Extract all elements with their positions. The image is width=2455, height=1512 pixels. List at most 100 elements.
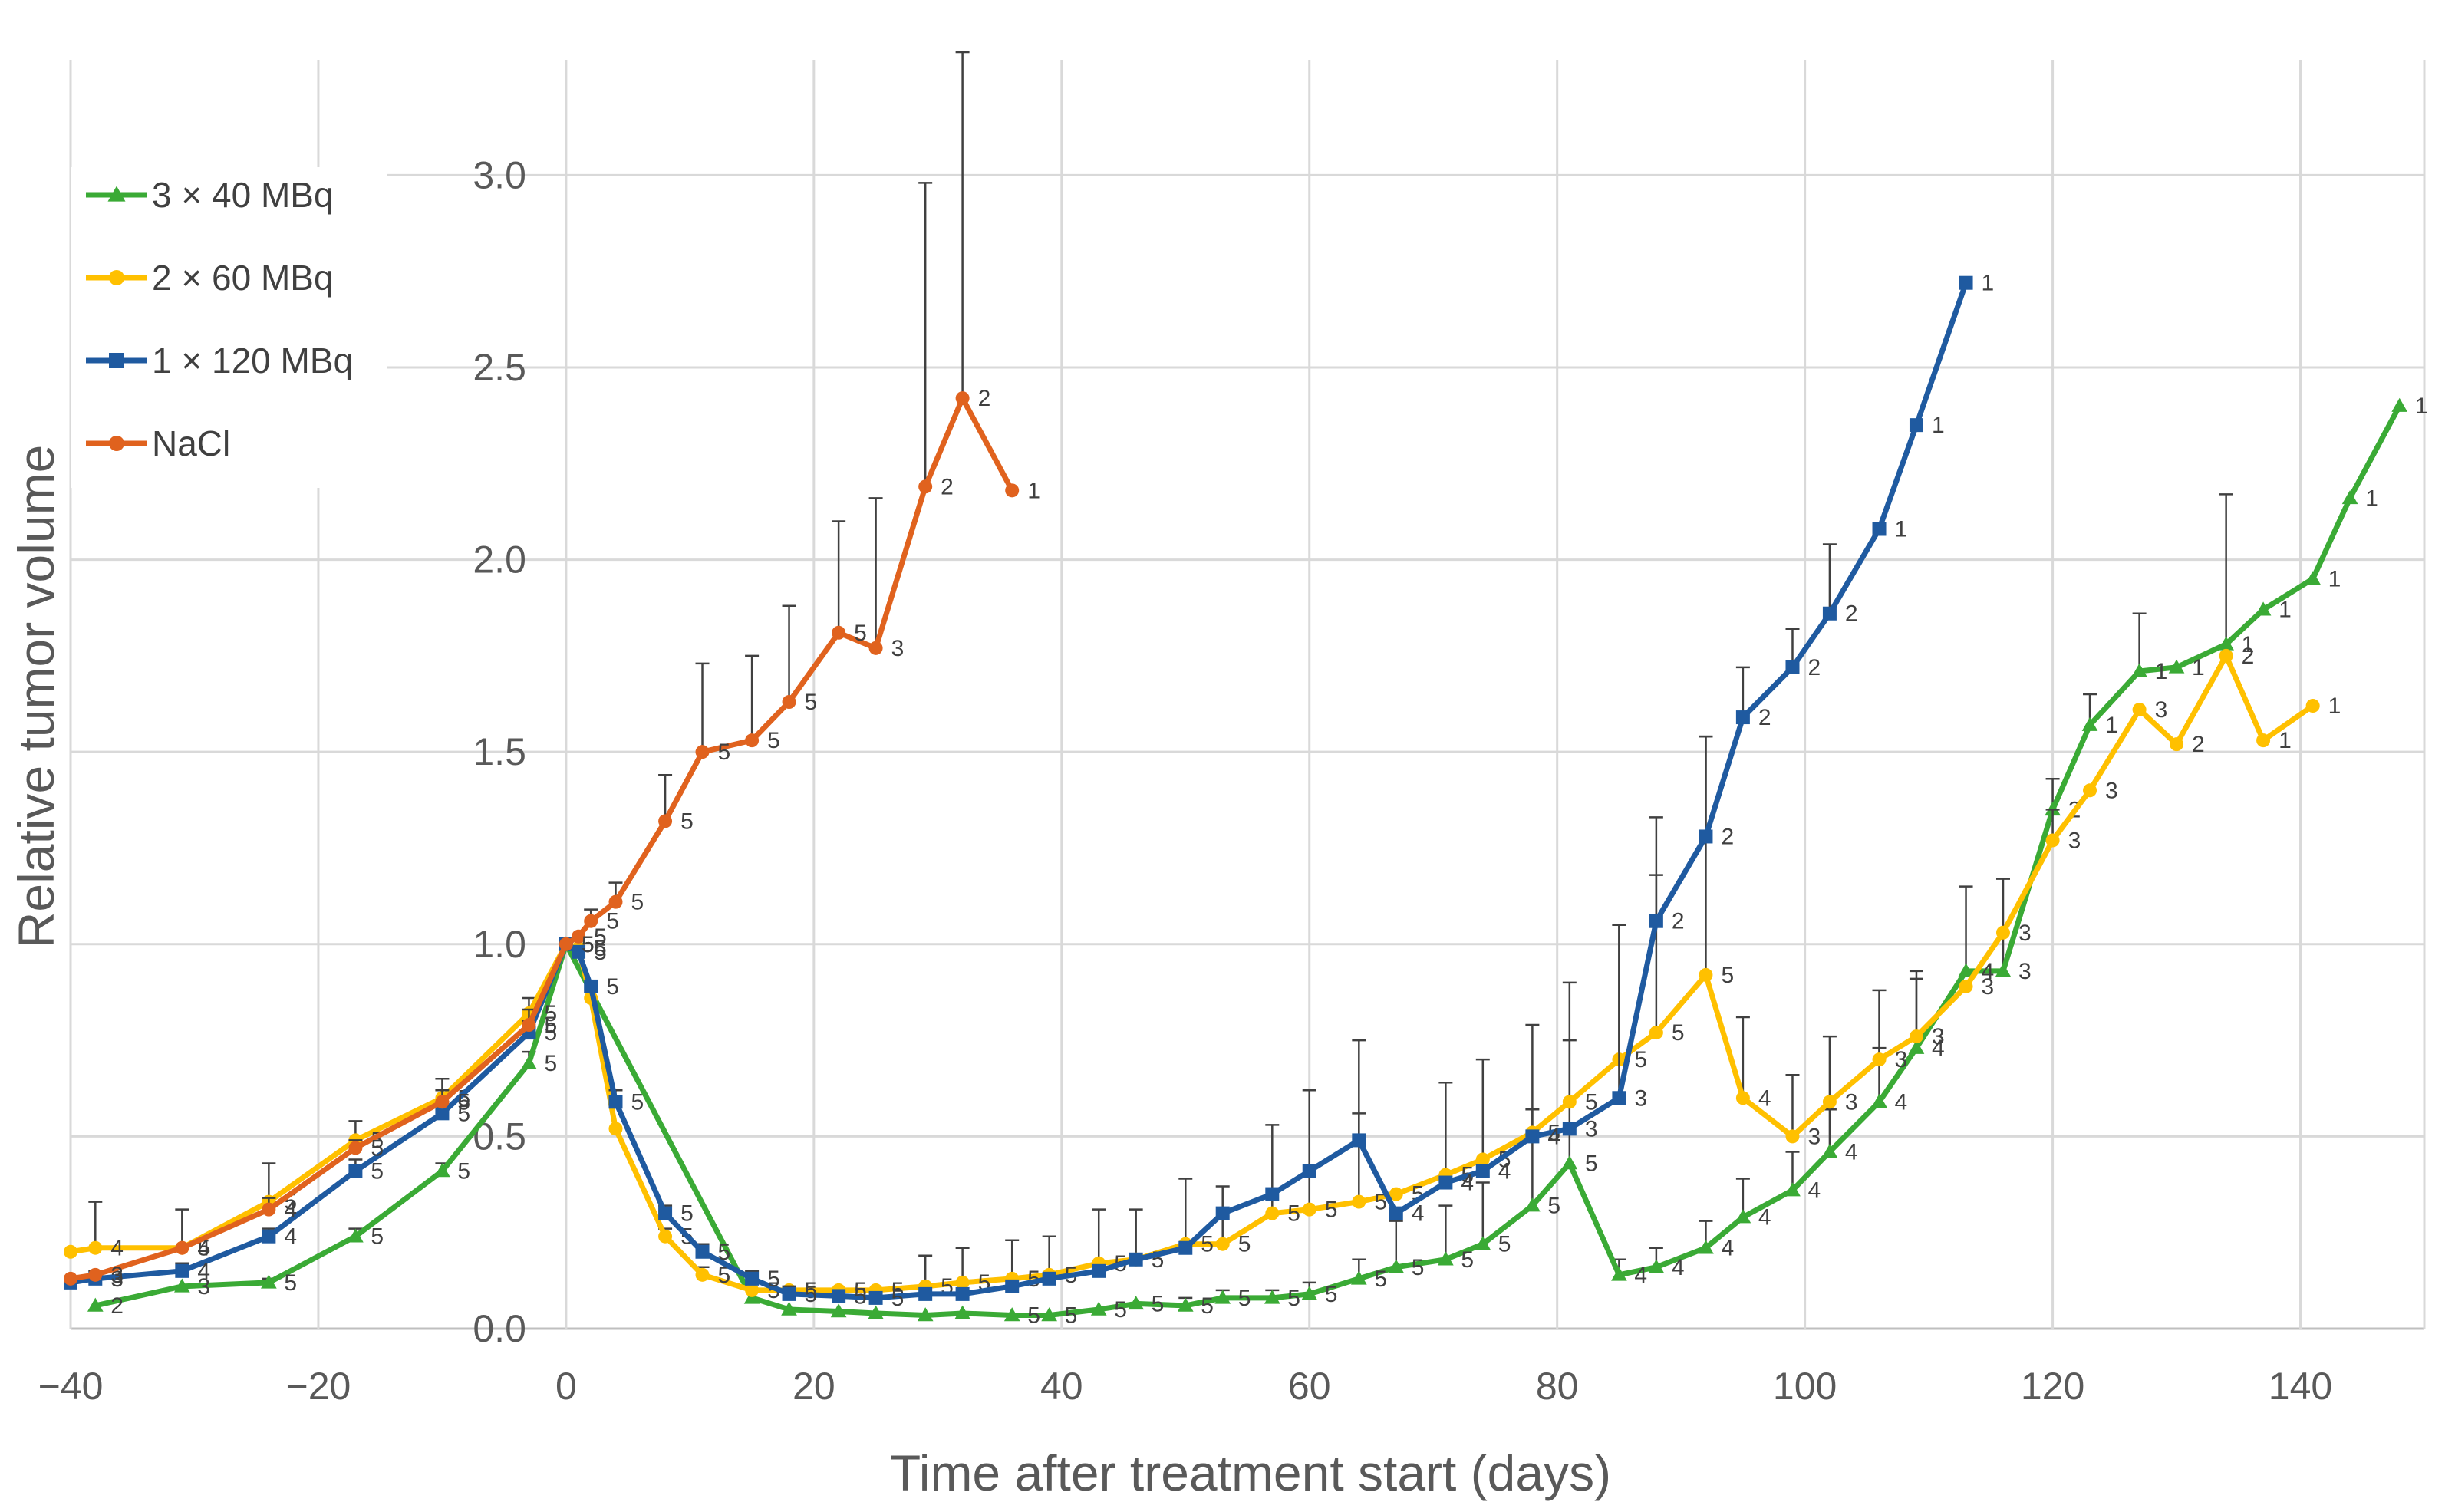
data-point — [1612, 1091, 1626, 1105]
data-point — [559, 937, 573, 951]
n-label: 5 — [457, 1089, 470, 1115]
n-label: 3 — [1982, 974, 1995, 1000]
n-label: 3 — [1932, 1024, 1945, 1049]
data-point — [2219, 648, 2233, 663]
data-point — [1302, 1164, 1316, 1178]
data-point — [868, 1305, 884, 1319]
n-label: 5 — [631, 890, 644, 915]
legend-swatch-marker — [107, 186, 126, 202]
n-label: 5 — [1374, 1190, 1387, 1215]
data-point — [1265, 1206, 1280, 1220]
series-line — [94, 404, 2402, 1318]
data-point — [695, 745, 710, 759]
legend-swatch-marker — [109, 270, 124, 285]
legend-label: 1 × 120 MBq — [152, 341, 353, 380]
n-label: 5 — [606, 974, 619, 1000]
n-label: 2 — [2192, 732, 2205, 757]
n-label: 5 — [1152, 1291, 1165, 1316]
n-label: 4 — [1498, 1159, 1511, 1184]
data-point — [1475, 1152, 1490, 1167]
data-point — [1177, 1297, 1194, 1312]
y-tick-label: 3.0 — [473, 153, 526, 196]
legend-swatch-marker — [109, 353, 124, 368]
n-label: 4 — [1721, 1236, 1734, 1261]
data-point — [348, 1164, 363, 1178]
n-label: 2 — [978, 386, 991, 411]
data-point — [658, 814, 673, 828]
n-label: 5 — [1287, 1286, 1300, 1311]
legend-label: NaCl — [152, 423, 230, 463]
data-point — [955, 1275, 970, 1290]
n-label: 3 — [110, 1267, 124, 1292]
data-point — [2045, 833, 2060, 848]
data-point — [781, 1301, 797, 1316]
n-label: 2 — [1807, 655, 1821, 680]
n-label: 4 — [284, 1197, 297, 1223]
y-tick-label: 0.0 — [473, 1307, 526, 1350]
n-label: 3 — [1585, 1116, 1598, 1141]
data-point — [64, 1271, 77, 1286]
data-point — [608, 1122, 623, 1136]
n-label: 5 — [1461, 1247, 1474, 1273]
data-point — [2305, 571, 2322, 585]
data-point — [1784, 1182, 1801, 1197]
data-point — [832, 1289, 846, 1303]
data-point — [1735, 710, 1750, 725]
n-label: 5 — [718, 1240, 731, 1265]
n-label: 5 — [1498, 1232, 1511, 1257]
n-label: 5 — [767, 1267, 780, 1292]
n-label: 2 — [1721, 824, 1734, 849]
data-point — [658, 1206, 673, 1220]
n-label: 4 — [197, 1236, 210, 1261]
n-label: 5 — [544, 1051, 557, 1076]
n-label: 5 — [1634, 1047, 1647, 1072]
data-point — [1265, 1187, 1280, 1201]
data-point — [1005, 483, 1020, 498]
n-label: 5 — [1721, 963, 1734, 988]
n-label: 5 — [1238, 1286, 1251, 1311]
n-label: 4 — [1547, 1124, 1560, 1149]
n-label: 5 — [1201, 1232, 1214, 1257]
x-tick-label: 120 — [2021, 1365, 2084, 1408]
data-point — [175, 1240, 189, 1255]
data-point — [1042, 1271, 1056, 1286]
n-label: 3 — [110, 1263, 124, 1288]
data-point — [917, 1307, 934, 1322]
x-tick-label: −20 — [286, 1365, 351, 1408]
n-label: 5 — [371, 1159, 384, 1184]
data-point — [1215, 1237, 1230, 1251]
n-label: 3 — [1845, 1089, 1858, 1115]
data-point — [434, 1163, 450, 1178]
legend-label: 3 × 40 MBq — [152, 175, 334, 215]
n-label: 1 — [2192, 655, 2205, 680]
data-point — [868, 641, 883, 655]
n-label: 3 — [1807, 1124, 1821, 1149]
n-label: 5 — [1412, 1255, 1425, 1280]
data-point — [173, 1278, 190, 1293]
n-label: 5 — [854, 1283, 867, 1309]
n-label: 4 — [1807, 1178, 1821, 1204]
data-point — [1524, 1197, 1541, 1212]
data-point — [1735, 1091, 1750, 1105]
x-tick-label: 40 — [1040, 1365, 1083, 1408]
n-label: 5 — [544, 1020, 557, 1046]
n-label: 5 — [718, 740, 731, 765]
y-axis-title: Relative tumor volume — [8, 445, 64, 949]
data-point — [2170, 737, 2184, 752]
data-point — [868, 1290, 883, 1305]
y-tick-label: 1.0 — [473, 923, 526, 966]
data-point — [521, 1055, 537, 1069]
n-label: 3 — [2105, 778, 2118, 803]
data-point — [2255, 601, 2272, 616]
n-label: 1 — [1027, 478, 1040, 503]
n-label: 5 — [606, 909, 619, 934]
data-point — [261, 1274, 277, 1289]
data-point — [1215, 1206, 1230, 1220]
x-tick-label: 100 — [1773, 1365, 1837, 1408]
n-label: 2 — [1672, 909, 1685, 934]
y-tick-label: 2.5 — [473, 346, 526, 389]
n-label: 5 — [767, 728, 780, 753]
data-point — [1785, 660, 1800, 674]
data-point — [1872, 522, 1887, 536]
